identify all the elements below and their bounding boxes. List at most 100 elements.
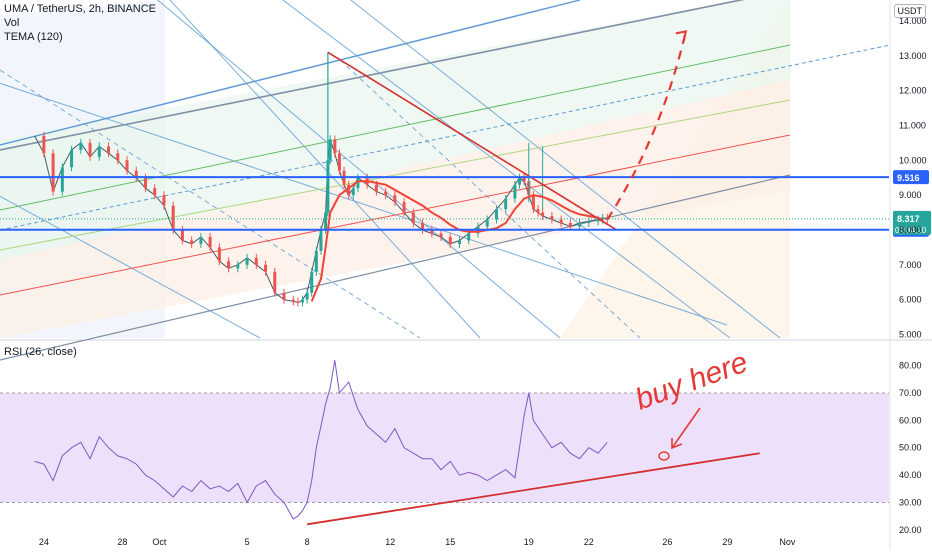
candle-body — [541, 212, 545, 217]
candle-body — [42, 135, 46, 154]
candle-body — [97, 146, 101, 157]
candle-body — [347, 184, 351, 196]
tema-line — [310, 180, 604, 302]
candle-body — [153, 188, 157, 196]
projection-arrowhead — [675, 30, 688, 42]
fork-line-red — [0, 134, 791, 296]
candle-body — [296, 301, 300, 303]
candle-body — [411, 212, 415, 224]
rsi-tick-label: 30.00 — [899, 497, 922, 507]
candle-body — [494, 209, 498, 220]
price-tick-label: 7.000 — [899, 260, 922, 270]
rsi-tick-label: 50.00 — [899, 443, 922, 453]
x-tick-label: 28 — [117, 537, 127, 547]
candle-body — [245, 257, 249, 265]
candle-body — [217, 247, 221, 262]
price-tick-label: 9.000 — [899, 190, 922, 200]
price-tick-label: 5.000 — [899, 330, 922, 340]
x-tick-label: 19 — [524, 537, 534, 547]
candle-body — [448, 236, 452, 244]
symbol-title: UMA / TetherUS, 2h, BINANCE — [4, 3, 157, 15]
last-price-label: 8.317 — [897, 214, 920, 224]
rsi-support-line[interactable] — [306, 452, 760, 526]
red-trendline[interactable] — [327, 51, 617, 231]
currency-badge[interactable]: USDT — [893, 4, 926, 18]
candle-body — [550, 216, 554, 220]
candle-body — [79, 142, 83, 150]
candle-body — [596, 219, 600, 222]
candle-body — [171, 205, 175, 230]
candle-body — [107, 146, 111, 154]
candle-body — [254, 257, 258, 265]
descending-fork-line-2 — [282, 0, 731, 339]
candle-body — [578, 223, 582, 227]
x-tick-label: 15 — [445, 537, 455, 547]
rsi-tick-label: 60.00 — [899, 415, 922, 425]
fork-zone-2 — [0, 0, 790, 260]
candle-body — [314, 250, 318, 272]
upper-blue-line — [0, 0, 581, 146]
last-price-bg — [893, 210, 931, 235]
tema-indicator-label[interactable]: TEMA (120) — [4, 31, 63, 43]
candle-body — [421, 223, 425, 230]
candle-body — [430, 229, 434, 234]
rsi-tick-label: 70.00 — [899, 388, 922, 398]
level-label-bg-0 — [893, 170, 929, 185]
candle-body — [531, 195, 535, 210]
candle-body — [458, 240, 462, 244]
candle-body — [116, 153, 120, 161]
candle-body — [384, 191, 388, 196]
candle-body — [522, 177, 526, 182]
volume-label[interactable]: Vol — [4, 17, 20, 29]
candle-body — [393, 195, 397, 203]
candle-body — [402, 202, 406, 213]
x-tick-label: 29 — [722, 537, 732, 547]
price-tick-label: 14.000 — [899, 16, 927, 26]
candle-body — [300, 299, 304, 303]
x-tick-label: 5 — [245, 537, 250, 547]
candle-body — [439, 233, 443, 237]
price-tick-label: 10.000 — [899, 155, 927, 165]
descending-fork-line-3 — [349, 0, 781, 339]
candle-body — [190, 240, 194, 244]
dashed-fork-line-0 — [0, 69, 421, 339]
price-tick-label: 12.000 — [899, 86, 927, 96]
projection-arrow[interactable] — [606, 31, 687, 221]
candle-body — [324, 212, 328, 230]
channel-upper — [0, 0, 745, 151]
price-tick-label: 11.000 — [899, 120, 926, 130]
candle-body — [467, 233, 471, 241]
candle-body — [273, 271, 277, 293]
x-tick-label: 12 — [385, 537, 395, 547]
candle-body — [333, 139, 337, 154]
candle-body — [351, 188, 355, 196]
fork-zone-3 — [0, 80, 790, 338]
candle-body — [162, 195, 166, 206]
x-tick-label: 24 — [39, 537, 49, 547]
rsi-indicator-label[interactable]: RSI (26, close) — [4, 346, 77, 358]
rsi-band — [0, 393, 889, 503]
candle-body — [504, 198, 508, 210]
x-tick-label: 8 — [305, 537, 310, 547]
candle-body — [125, 160, 129, 171]
candle-body — [536, 209, 540, 213]
candle-body — [513, 184, 517, 199]
candle-body — [337, 153, 341, 171]
candle-body — [568, 223, 572, 227]
fork-line-green — [0, 44, 791, 211]
annotation-circle — [658, 451, 670, 461]
candle-body — [236, 264, 240, 269]
candle-body — [291, 299, 295, 302]
fork-line-lightgreen — [0, 99, 791, 251]
candle-body — [227, 261, 231, 269]
channel-lower — [0, 174, 791, 361]
candle-body — [485, 219, 489, 227]
candle-body — [305, 292, 309, 300]
candle-body — [264, 264, 268, 272]
candle-body — [199, 236, 203, 244]
x-tick-label: 26 — [662, 537, 672, 547]
candle-body — [587, 221, 591, 224]
rsi-tick-label: 20.00 — [899, 525, 922, 535]
